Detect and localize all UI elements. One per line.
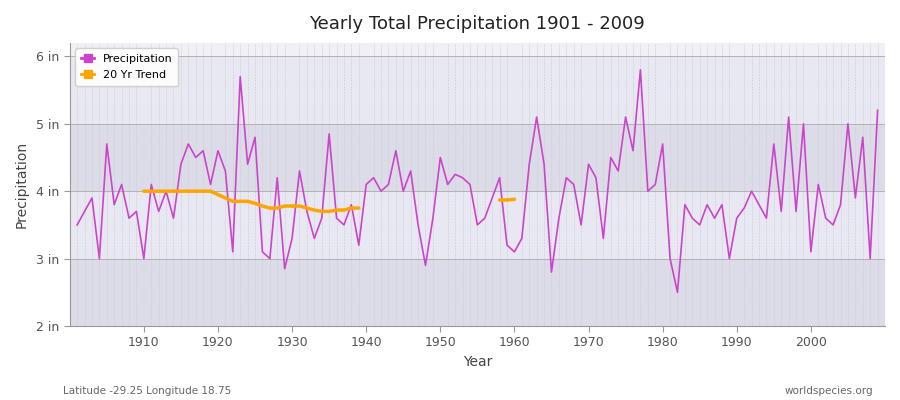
Bar — [69, 191, 885, 259]
Title: Yearly Total Precipitation 1901 - 2009: Yearly Total Precipitation 1901 - 2009 — [310, 15, 645, 33]
Bar — [69, 259, 885, 326]
Bar — [69, 124, 885, 191]
Text: worldspecies.org: worldspecies.org — [785, 386, 873, 396]
Text: Latitude -29.25 Longitude 18.75: Latitude -29.25 Longitude 18.75 — [63, 386, 231, 396]
Bar — [69, 56, 885, 124]
Legend: Precipitation, 20 Yr Trend: Precipitation, 20 Yr Trend — [76, 48, 178, 86]
X-axis label: Year: Year — [463, 355, 492, 369]
Y-axis label: Precipitation: Precipitation — [15, 141, 29, 228]
